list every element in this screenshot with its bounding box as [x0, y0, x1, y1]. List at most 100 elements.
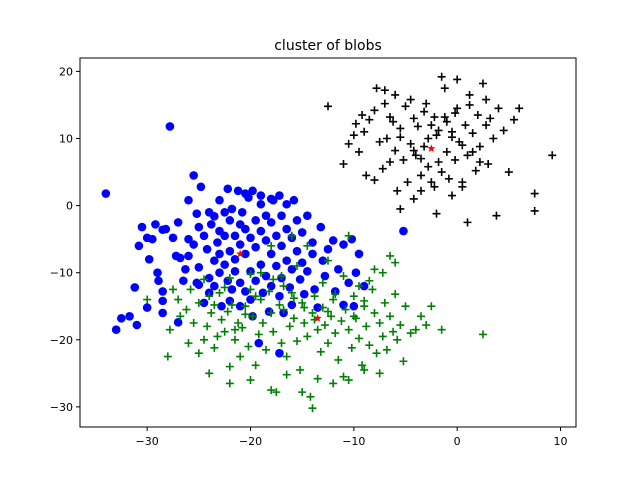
data-point-plus-series-1	[427, 302, 436, 311]
data-point-plus-series-2	[324, 102, 332, 111]
data-point-circle-series-0	[399, 226, 408, 236]
data-point-circle-series-0	[320, 271, 330, 281]
data-point-plus-series-1	[339, 372, 348, 381]
data-point-plus-series-2	[375, 137, 384, 146]
data-point-circle-series-0	[266, 281, 276, 291]
data-point-plus-series-2	[475, 157, 484, 166]
data-point-plus-series-2	[420, 142, 429, 151]
data-point-circle-series-0	[246, 295, 255, 304]
data-point-plus-series-1	[370, 308, 379, 317]
data-point-plus-series-1	[205, 369, 214, 378]
data-point-circle-series-0	[225, 296, 235, 306]
data-point-circle-series-0	[275, 191, 284, 200]
data-point-plus-series-1	[310, 292, 319, 301]
data-point-plus-series-1	[378, 268, 387, 277]
data-point-plus-series-1	[176, 312, 185, 321]
data-point-plus-series-1	[327, 312, 336, 321]
data-point-plus-series-2	[378, 164, 387, 173]
data-point-plus-series-1	[217, 315, 226, 324]
data-point-plus-series-2	[430, 182, 439, 191]
data-point-plus-series-2	[409, 194, 418, 203]
data-point-plus-series-1	[241, 310, 250, 319]
data-point-plus-series-1	[289, 294, 298, 303]
data-point-circle-series-0	[184, 195, 193, 205]
data-point-plus-series-1	[303, 332, 312, 341]
data-point-plus-series-1	[417, 312, 425, 321]
data-point-circle-series-0	[266, 218, 276, 227]
data-point-plus-series-2	[417, 186, 425, 195]
data-point-circle-series-0	[287, 300, 297, 310]
data-point-circle-series-0	[256, 199, 266, 209]
data-point-circle-series-0	[168, 233, 178, 243]
data-point-plus-series-1	[401, 302, 410, 311]
data-point-circle-series-0	[256, 226, 266, 236]
data-point-plus-series-1	[207, 308, 216, 317]
data-point-plus-series-1	[220, 327, 229, 336]
data-point-circle-series-0	[241, 249, 250, 259]
data-point-plus-series-2	[351, 119, 360, 128]
data-point-plus-series-1	[289, 314, 298, 323]
data-point-plus-series-1	[231, 335, 239, 344]
data-point-plus-series-2	[486, 114, 495, 123]
data-point-circle-series-0	[161, 224, 171, 234]
data-point-plus-series-1	[251, 292, 260, 301]
data-point-plus-series-1	[355, 334, 363, 343]
data-point-plus-series-1	[205, 292, 214, 301]
data-point-plus-series-1	[182, 305, 191, 314]
data-point-plus-series-1	[437, 325, 446, 334]
data-point-circle-series-0	[225, 216, 235, 225]
data-point-plus-series-1	[329, 379, 338, 388]
data-point-plus-series-1	[254, 330, 263, 339]
data-point-plus-series-2	[442, 117, 451, 126]
data-point-plus-series-1	[246, 270, 255, 279]
data-point-plus-series-2	[396, 133, 405, 142]
data-point-circle-series-0	[251, 276, 260, 286]
data-point-plus-series-2	[548, 151, 557, 160]
data-point-circle-series-0	[334, 265, 343, 274]
data-point-plus-series-1	[300, 319, 309, 328]
data-point-plus-series-2	[468, 147, 477, 156]
data-point-circle-series-0	[215, 249, 224, 259]
data-point-plus-series-1	[223, 307, 232, 316]
data-point-plus-series-2	[492, 211, 501, 220]
data-point-plus-series-1	[386, 251, 394, 260]
data-point-plus-series-1	[244, 342, 253, 351]
plot-frame	[79, 57, 577, 428]
data-point-plus-series-1	[189, 319, 198, 328]
data-point-plus-series-2	[463, 151, 472, 160]
data-point-plus-series-1	[375, 369, 384, 378]
data-point-plus-series-1	[241, 302, 250, 311]
data-point-plus-series-1	[203, 322, 212, 331]
data-point-plus-series-1	[349, 292, 358, 301]
data-point-circle-series-0	[277, 211, 286, 220]
data-point-plus-series-1	[227, 300, 236, 309]
data-point-plus-series-1	[186, 285, 195, 294]
data-point-plus-series-1	[236, 352, 245, 361]
data-point-plus-series-2	[427, 121, 436, 130]
data-point-plus-series-1	[287, 288, 296, 297]
data-point-circle-series-0	[215, 268, 224, 277]
data-point-circle-series-0	[258, 288, 268, 298]
data-point-circle-series-0	[189, 240, 198, 249]
data-point-plus-series-1	[163, 352, 172, 361]
data-point-circle-series-0	[125, 312, 134, 321]
data-point-circle-series-0	[153, 268, 162, 277]
data-point-plus-series-2	[396, 204, 405, 213]
data-point-plus-series-1	[337, 316, 346, 325]
data-point-circle-series-0	[261, 271, 271, 281]
data-point-plus-series-2	[437, 72, 446, 81]
data-point-circle-series-0	[220, 260, 229, 269]
data-point-circle-series-0	[184, 234, 193, 244]
data-point-plus-series-1	[282, 370, 291, 379]
data-point-plus-series-1	[169, 285, 177, 294]
data-point-plus-series-2	[458, 141, 467, 150]
data-point-plus-series-1	[391, 258, 400, 267]
data-point-circle-series-0	[148, 234, 157, 244]
data-point-circle-series-0	[313, 303, 322, 312]
data-point-plus-series-2	[417, 171, 425, 180]
data-point-plus-series-1	[298, 388, 307, 397]
data-point-plus-series-1	[265, 287, 274, 296]
data-point-circle-series-0	[233, 186, 243, 196]
data-point-plus-series-1	[360, 296, 369, 305]
